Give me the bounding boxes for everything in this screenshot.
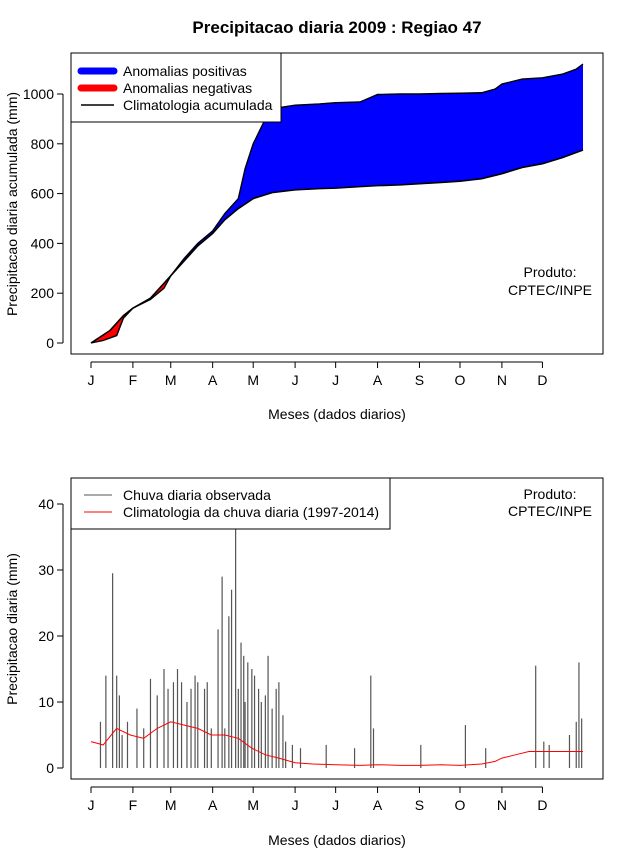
- legend-label-climatology: Climatologia acumulada: [123, 97, 273, 113]
- x-tick-label: M: [247, 372, 259, 388]
- x-tick-label: M: [247, 797, 259, 813]
- cumulative-x-label: Meses (dados diarios): [268, 406, 406, 422]
- y-tick-label: 0: [46, 760, 54, 776]
- y-tick-label: 30: [38, 562, 54, 578]
- product-annotation-line2: CPTEC/INPE: [508, 503, 592, 519]
- x-tick-label: F: [129, 797, 138, 813]
- daily-observed-bars: [99, 504, 583, 768]
- x-tick-label: N: [497, 372, 507, 388]
- y-tick-label: 40: [38, 496, 54, 512]
- daily-legend-box: [70, 477, 391, 530]
- x-tick-label: M: [165, 797, 177, 813]
- cumulative-panel: 0 200 400 600 800 1000 J F M A M J J A S O N D Meses (da…: [4, 52, 604, 422]
- daily-panel: 0 10 20 30 40 J F M A M J J A S O N D Meses (dados diar…: [4, 477, 604, 848]
- x-tick-label: D: [537, 372, 547, 388]
- cumulative-y-axis: 0 200 400 600 800 1000: [23, 86, 64, 351]
- climatology-cumulative-line: [90, 149, 584, 344]
- cumulative-legend: Anomalias positivas Anomalias negativas …: [70, 52, 282, 123]
- x-tick-label: A: [208, 372, 218, 388]
- daily-y-axis: 0 10 20 30 40: [38, 496, 64, 776]
- daily-climatology-line: [90, 721, 583, 766]
- observed-cumulative-line: [90, 63, 584, 344]
- x-tick-label: N: [497, 797, 507, 813]
- daily-legend: Chuva diaria observada Climatologia da c…: [70, 477, 391, 530]
- chart-title: Precipitacao diaria 2009 : Regiao 47: [192, 18, 481, 37]
- x-tick-label: S: [415, 797, 424, 813]
- product-annotation-line2: CPTEC/INPE: [508, 282, 592, 298]
- negative-anomaly-area: [134, 277, 170, 308]
- cumulative-lines: [90, 63, 584, 344]
- x-tick-label: M: [165, 372, 177, 388]
- y-tick-label: 200: [31, 285, 55, 301]
- legend-label-observed: Chuva diaria observada: [123, 487, 271, 503]
- y-tick-label: 1000: [23, 86, 54, 102]
- product-annotation-line1: Produto:: [524, 486, 577, 502]
- x-tick-label: J: [332, 797, 339, 813]
- x-tick-label: J: [332, 372, 339, 388]
- x-tick-label: J: [88, 372, 95, 388]
- x-tick-label: F: [129, 372, 138, 388]
- y-tick-label: 10: [38, 694, 54, 710]
- legend-label-daily-climatology: Climatologia da chuva diaria (1997-2014): [123, 504, 379, 520]
- daily-climatology-line: [90, 721, 583, 766]
- x-tick-label: A: [373, 797, 383, 813]
- product-annotation-line1: Produto:: [524, 264, 577, 280]
- daily-x-label: Meses (dados diarios): [268, 832, 406, 848]
- y-tick-label: 600: [31, 186, 55, 202]
- legend-label-positive: Anomalias positivas: [123, 63, 247, 79]
- y-tick-label: 20: [38, 628, 54, 644]
- x-tick-label: O: [455, 372, 466, 388]
- x-tick-label: S: [415, 372, 424, 388]
- legend-label-negative: Anomalias negativas: [123, 80, 252, 96]
- y-tick-label: 800: [31, 136, 55, 152]
- y-tick-label: 400: [31, 235, 55, 251]
- cumulative-y-label: Precipitacao diaria acumulada (mm): [4, 92, 20, 316]
- daily-y-label: Precipitacao diaria (mm): [4, 553, 20, 705]
- x-tick-label: J: [88, 797, 95, 813]
- x-tick-label: J: [292, 372, 299, 388]
- x-tick-label: J: [292, 797, 299, 813]
- cumulative-plot-frame: [70, 52, 604, 355]
- y-tick-label: 0: [46, 335, 54, 351]
- x-tick-label: A: [208, 797, 218, 813]
- x-tick-label: A: [373, 372, 383, 388]
- x-tick-label: O: [455, 797, 466, 813]
- x-tick-label: D: [537, 797, 547, 813]
